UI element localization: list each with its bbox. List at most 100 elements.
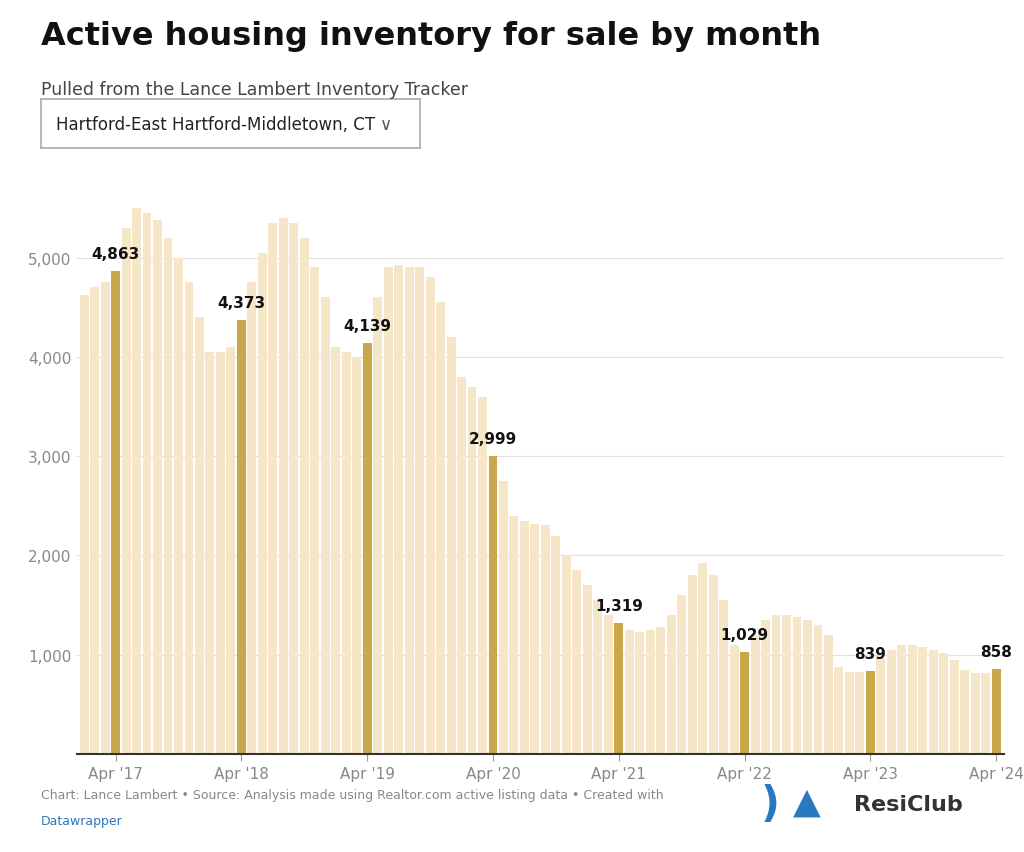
Bar xyxy=(688,576,696,754)
Bar xyxy=(761,620,770,754)
Text: 858: 858 xyxy=(980,644,1012,659)
Bar xyxy=(541,525,550,754)
Bar xyxy=(520,521,528,754)
Bar xyxy=(740,652,749,754)
Bar xyxy=(919,647,928,754)
Bar xyxy=(845,671,854,754)
Bar xyxy=(908,645,916,754)
Bar xyxy=(436,302,445,754)
Bar xyxy=(258,253,267,754)
Bar xyxy=(709,576,718,754)
Bar xyxy=(552,536,560,754)
Bar xyxy=(195,318,204,754)
Bar xyxy=(803,620,812,754)
Bar xyxy=(112,272,120,754)
Text: ▲: ▲ xyxy=(793,785,820,818)
Text: 1,029: 1,029 xyxy=(721,627,769,642)
Bar xyxy=(677,596,686,754)
Bar xyxy=(237,320,246,754)
Bar xyxy=(426,278,434,754)
Text: ∨: ∨ xyxy=(380,115,392,134)
Bar xyxy=(698,564,708,754)
Bar xyxy=(164,239,172,754)
Bar xyxy=(751,635,760,754)
Text: ): ) xyxy=(761,783,780,825)
Bar xyxy=(132,209,141,754)
Bar xyxy=(321,298,330,754)
Bar xyxy=(100,283,110,754)
Text: Pulled from the Lance Lambert Inventory Tracker: Pulled from the Lance Lambert Inventory … xyxy=(41,81,468,99)
Bar xyxy=(404,268,414,754)
Bar xyxy=(80,296,89,754)
Bar xyxy=(488,457,498,754)
Bar xyxy=(656,627,666,754)
Bar xyxy=(877,658,886,754)
Bar xyxy=(226,348,236,754)
Bar xyxy=(929,650,938,754)
Bar xyxy=(835,667,844,754)
Bar xyxy=(310,268,319,754)
Bar xyxy=(667,615,676,754)
Bar xyxy=(446,337,456,754)
Bar xyxy=(897,645,906,754)
Bar xyxy=(866,671,874,754)
Text: 1,319: 1,319 xyxy=(595,598,643,613)
Bar xyxy=(730,645,738,754)
Bar xyxy=(478,397,487,754)
Bar xyxy=(290,223,298,754)
Bar xyxy=(981,673,990,754)
Bar xyxy=(248,283,256,754)
Bar xyxy=(593,601,602,754)
Bar xyxy=(142,214,152,754)
Bar xyxy=(153,221,162,754)
Bar xyxy=(950,659,958,754)
Bar xyxy=(635,632,644,754)
Text: 839: 839 xyxy=(854,646,887,661)
Bar xyxy=(279,219,288,754)
Text: Active housing inventory for sale by month: Active housing inventory for sale by mon… xyxy=(41,21,821,52)
Bar xyxy=(499,481,508,754)
Bar xyxy=(457,377,466,754)
Bar xyxy=(991,669,1000,754)
Bar xyxy=(184,283,194,754)
Bar xyxy=(961,670,969,754)
Bar xyxy=(782,615,791,754)
Bar xyxy=(394,266,403,754)
Bar xyxy=(604,615,612,754)
Bar xyxy=(510,516,518,754)
Text: 4,373: 4,373 xyxy=(217,296,265,310)
Bar xyxy=(719,601,728,754)
Text: 4,139: 4,139 xyxy=(343,319,391,334)
Bar xyxy=(352,357,361,754)
Text: Datawrapper: Datawrapper xyxy=(41,814,123,826)
Bar xyxy=(90,288,99,754)
Bar xyxy=(614,623,624,754)
Bar xyxy=(342,353,350,754)
Bar xyxy=(939,653,948,754)
Bar xyxy=(384,268,392,754)
Bar xyxy=(625,630,634,754)
Text: Chart: Lance Lambert • Source: Analysis made using Realtor.com active listing da: Chart: Lance Lambert • Source: Analysis … xyxy=(41,788,664,801)
Text: ResiClub: ResiClub xyxy=(854,793,964,814)
Bar xyxy=(793,617,802,754)
Bar xyxy=(530,524,540,754)
Bar xyxy=(813,625,822,754)
Bar xyxy=(332,348,340,754)
Bar xyxy=(646,630,654,754)
Bar xyxy=(300,239,309,754)
Bar xyxy=(562,556,570,754)
Text: 2,999: 2,999 xyxy=(469,432,517,446)
Bar xyxy=(206,353,214,754)
Bar xyxy=(174,258,183,754)
Bar xyxy=(415,268,424,754)
Bar xyxy=(268,223,278,754)
Bar xyxy=(583,585,592,754)
Bar xyxy=(373,298,382,754)
Bar xyxy=(468,387,476,754)
Bar xyxy=(771,615,780,754)
Bar xyxy=(824,635,833,754)
Bar xyxy=(855,671,864,754)
Bar xyxy=(887,650,896,754)
Bar xyxy=(122,228,130,754)
Text: Hartford-East Hartford-Middletown, CT: Hartford-East Hartford-Middletown, CT xyxy=(56,115,375,134)
